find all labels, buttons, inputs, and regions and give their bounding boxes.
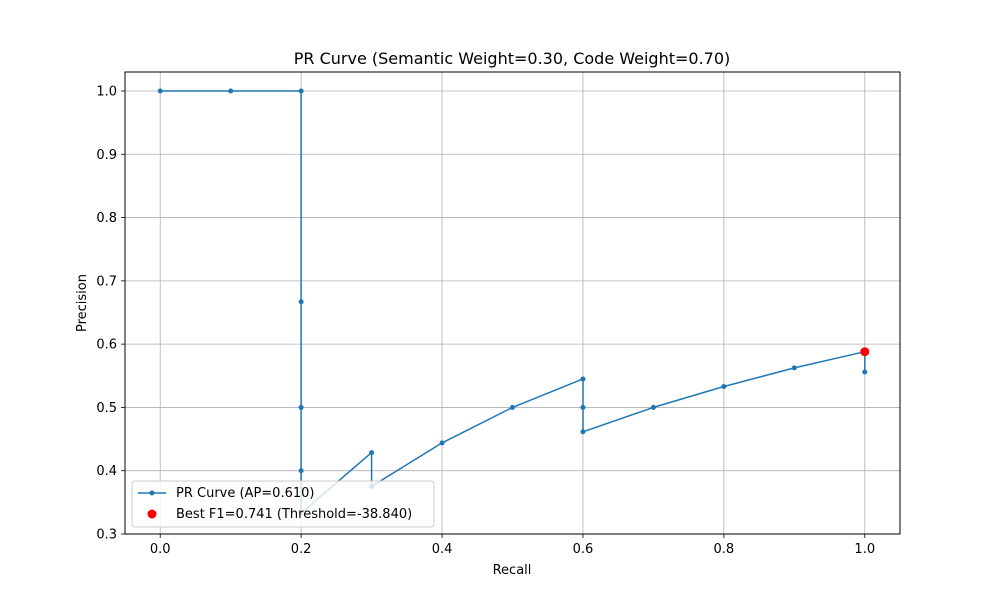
legend-best-f1-swatch — [147, 509, 157, 519]
y-tick-label: 0.6 — [96, 338, 117, 353]
pr-curve-point — [721, 384, 727, 390]
x-tick-label: 1.0 — [854, 542, 875, 557]
y-tick-label: 0.3 — [96, 528, 117, 543]
y-tick-label: 0.4 — [96, 464, 117, 479]
y-tick-label: 1.0 — [96, 84, 117, 99]
grid-lines — [125, 72, 900, 535]
legend-entry-best-f1: Best F1=0.741 (Threshold=-38.840) — [176, 507, 412, 522]
pr-curve-point — [580, 376, 586, 382]
pr-curve-point — [791, 365, 797, 371]
legend-box — [131, 480, 435, 528]
pr-curve-point — [369, 450, 375, 456]
pr-curve-point — [298, 468, 304, 474]
y-tick-label: 0.8 — [96, 211, 117, 226]
x-tick-label: 0.0 — [150, 542, 171, 557]
x-axis-label: Recall — [493, 563, 532, 578]
best-f1-point — [860, 347, 870, 357]
axis-ticks: 0.0 0.2 0.4 0.6 0.8 1.0 0.3 0.4 0.5 0.6 0.7 0.8 0.9 1… — [96, 84, 875, 557]
x-tick-label: 0.2 — [291, 542, 312, 557]
pr-curve-point — [510, 404, 515, 410]
pr-curve-point — [298, 88, 304, 94]
pr-curve-point — [298, 404, 304, 410]
y-axis-label: Precision — [75, 274, 90, 332]
pr-curve-point — [650, 404, 656, 410]
x-tick-label: 0.8 — [714, 542, 735, 557]
pr-curve-point — [580, 429, 586, 435]
pr-curve-point — [439, 440, 445, 446]
x-tick-label: 0.6 — [573, 542, 594, 557]
pr-curve-point — [862, 369, 868, 375]
plot-frame — [124, 71, 901, 535]
y-tick-label: 0.9 — [96, 148, 117, 163]
legend: PR Curve (AP=0.610) Best F1=0.741 (Thres… — [131, 480, 435, 528]
y-tick-label: 0.5 — [96, 401, 117, 416]
pr-curve-point — [228, 88, 234, 94]
pr-curve-point — [298, 299, 304, 305]
legend-dot-swatch — [149, 490, 155, 496]
chart-title: PR Curve (Semantic Weight=0.30, Code Wei… — [294, 49, 731, 68]
x-tick-label: 0.4 — [432, 542, 453, 557]
y-tick-label: 0.7 — [96, 274, 117, 289]
pr-curve-point — [157, 88, 163, 94]
pr-curve-point — [580, 404, 586, 410]
legend-entry-pr-curve: PR Curve (AP=0.610) — [176, 486, 314, 501]
